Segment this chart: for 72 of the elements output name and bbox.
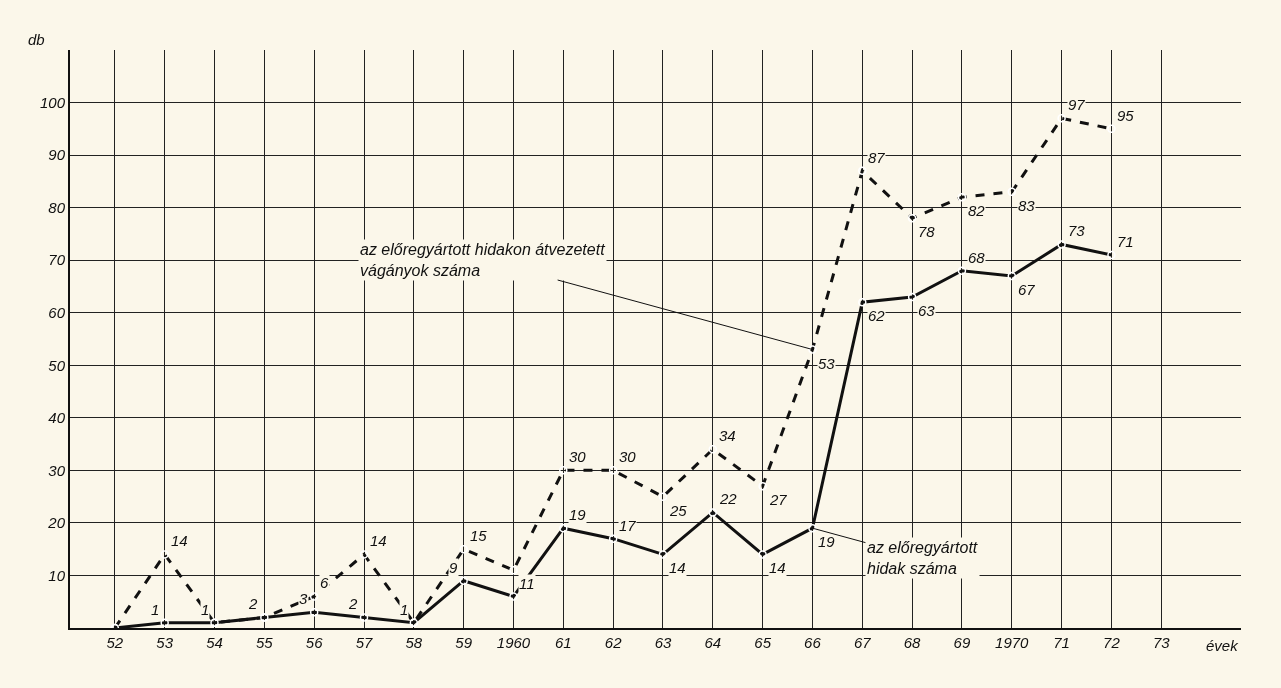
data-label: 83 xyxy=(1018,197,1036,214)
data-label: 11 xyxy=(519,575,535,592)
x-tick-label: 61 xyxy=(554,634,572,651)
y-tick-label: 30 xyxy=(48,461,66,479)
data-label: 19 xyxy=(569,506,587,523)
data-label: 34 xyxy=(719,427,736,444)
data-label: 2 xyxy=(248,595,258,612)
x-tick-label: 63 xyxy=(654,634,672,651)
data-label: 30 xyxy=(569,448,587,465)
data-label: 27 xyxy=(769,491,788,508)
y-tick-label: 80 xyxy=(48,198,66,216)
x-tick-label: 1960 xyxy=(496,634,531,651)
y-tick-label: 100 xyxy=(39,93,66,111)
y-tick-label: 10 xyxy=(48,566,66,584)
data-label: 19 xyxy=(818,533,836,550)
data-label: 3 xyxy=(299,590,308,607)
data-label: 71 xyxy=(1117,233,1134,250)
x-tick-label: 62 xyxy=(604,634,623,651)
data-label: 78 xyxy=(918,223,936,240)
x-tick-label: 54 xyxy=(206,634,223,651)
data-label: 15 xyxy=(470,527,488,544)
data-label: 14 xyxy=(669,559,686,576)
x-tick-label: 55 xyxy=(256,634,274,651)
x-tick-label: 67 xyxy=(853,634,872,651)
y-tick-label: 70 xyxy=(48,251,66,269)
x-tick-label: 64 xyxy=(704,634,722,651)
data-label: 14 xyxy=(171,532,188,549)
x-tick-label: 68 xyxy=(903,634,922,651)
data-label: 14 xyxy=(769,559,786,576)
data-label: 25 xyxy=(669,502,688,519)
x-tick-label: 53 xyxy=(156,634,174,651)
x-tick-label: 65 xyxy=(754,634,772,651)
y-tick-label: 40 xyxy=(48,409,66,427)
x-tick-label: 58 xyxy=(405,634,423,651)
data-label: 62 xyxy=(868,307,886,324)
data-label: 68 xyxy=(968,249,986,266)
data-label: 1 xyxy=(400,601,409,618)
data-label: 6 xyxy=(320,574,329,591)
data-label: 87 xyxy=(868,149,886,166)
data-label: 95 xyxy=(1117,107,1135,124)
data-label: 30 xyxy=(619,448,637,465)
data-label: 53 xyxy=(818,355,836,372)
x-tick-label: 71 xyxy=(1053,634,1070,651)
x-tick-label: 73 xyxy=(1152,634,1171,651)
x-tick-label: 69 xyxy=(953,634,971,651)
data-label: 1 xyxy=(151,601,160,618)
y-axis-title: db xyxy=(28,31,45,48)
x-axis-title: évek xyxy=(1206,637,1240,654)
data-label: 14 xyxy=(370,532,387,549)
data-label: 82 xyxy=(968,202,986,219)
data-label: 22 xyxy=(719,490,738,507)
data-label: 67 xyxy=(1018,281,1036,298)
x-tick-label: 1970 xyxy=(995,634,1030,651)
data-label: 17 xyxy=(619,517,637,534)
y-tick-label: 60 xyxy=(48,303,66,321)
data-label: 2 xyxy=(348,595,358,612)
y-tick-label: 20 xyxy=(47,514,66,532)
y-tick-label: 50 xyxy=(48,356,66,374)
annotation: az előregyártott hidakon átvezetett vágányok száma xyxy=(360,241,606,279)
x-tick-label: 52 xyxy=(106,634,124,651)
x-tick-label: 72 xyxy=(1103,634,1121,651)
data-label: 73 xyxy=(1068,222,1086,239)
annotation: az előregyártott hidak száma xyxy=(867,539,978,577)
y-tick-label: 90 xyxy=(48,146,66,164)
data-label: 97 xyxy=(1068,96,1086,113)
x-tick-label: 59 xyxy=(455,634,473,651)
x-tick-label: 56 xyxy=(305,634,324,651)
data-label: 1 xyxy=(201,601,210,618)
data-label: 9 xyxy=(449,559,458,576)
data-label: 63 xyxy=(918,302,936,319)
x-tick-label: 66 xyxy=(804,634,822,651)
x-tick-label: 57 xyxy=(355,634,373,651)
